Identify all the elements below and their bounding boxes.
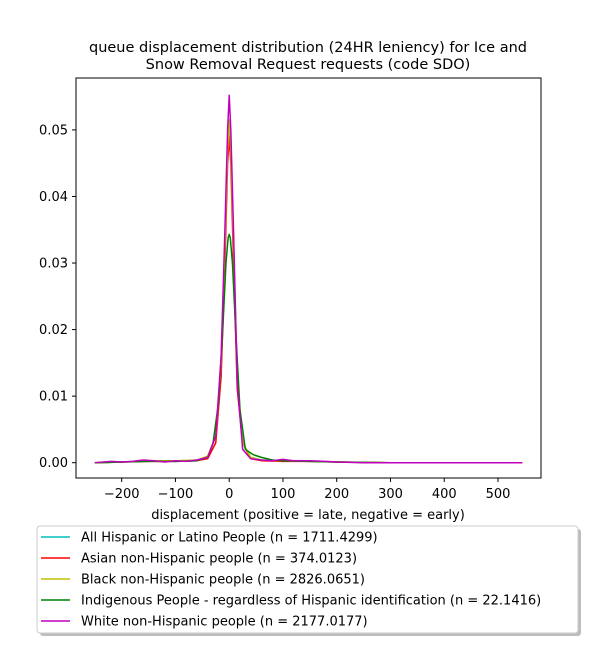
x-tick-label: 400 [432, 487, 457, 502]
legend: All Hispanic or Latino People (n = 1711.… [36, 525, 581, 636]
y-tick-label: 0.02 [39, 323, 68, 338]
y-tick-label: 0.03 [39, 257, 68, 272]
plot-series-lines [94, 94, 523, 464]
legend-box [36, 525, 579, 634]
y-tick-label: 0.05 [39, 123, 68, 138]
x-tick-label: 500 [486, 487, 511, 502]
x-tick-label: 300 [378, 487, 403, 502]
series-line-2 [94, 135, 523, 464]
legend-entry-label: All Hispanic or Latino People (n = 1711.… [81, 531, 378, 546]
x-tick-label: 0 [225, 487, 233, 502]
x-tick-label: −100 [158, 487, 194, 502]
x-tick-label: 100 [271, 487, 296, 502]
legend-entry-label: Black non-Hispanic people (n = 2826.0651… [81, 573, 365, 588]
x-axis-label: displacement (positive = late, negative … [151, 508, 465, 523]
y-tick-label: 0.04 [39, 190, 68, 205]
chart-title-line-2: Snow Removal Request requests (code SDO) [146, 57, 471, 73]
series-line-4 [94, 233, 523, 464]
series-line-3 [94, 119, 523, 464]
plot-axes: −200 −100 0 100 200 300 400 500 0.00 0.01 0.02 0.03… [39, 77, 542, 502]
x-tick-label: −200 [104, 487, 140, 502]
y-tick-label: 0.00 [39, 456, 68, 471]
series-line-1 [94, 121, 523, 464]
series-line-5 [94, 94, 523, 464]
plot-frame [75, 77, 542, 479]
legend-entry-label: Asian non-Hispanic people (n = 374.0123) [81, 552, 357, 567]
y-tick-label: 0.01 [39, 390, 68, 405]
x-tick-label: 200 [324, 487, 349, 502]
chart-title-line-1: queue displacement distribution (24HR le… [89, 40, 527, 56]
legend-entry-label: Indigenous People - regardless of Hispan… [81, 594, 541, 609]
legend-entry-label: White non-Hispanic people (n = 2177.0177… [81, 615, 368, 630]
